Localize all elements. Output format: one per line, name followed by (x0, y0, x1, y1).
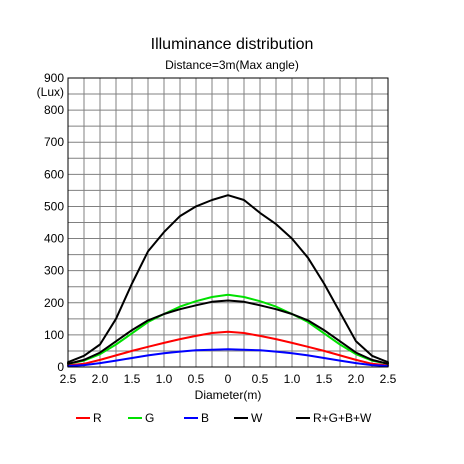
legend-swatch (296, 417, 310, 419)
x-tick-label: 1.0 (156, 372, 173, 386)
x-tick-label: 2.5 (60, 372, 77, 386)
x-tick-label: 1.5 (124, 372, 141, 386)
x-tick-label: 0.5 (252, 372, 269, 386)
legend-swatch (234, 417, 248, 419)
plot-frame (67, 77, 389, 368)
y-tick-labels: 0 100 200 300 400 500 600 700 800 900 (44, 71, 64, 374)
x-axis-label: Diameter(m) (195, 388, 262, 402)
series-group (67, 194, 389, 367)
grid (68, 78, 388, 367)
x-tick-label: 0 (225, 372, 232, 386)
y-tick-label: 900 (44, 71, 64, 85)
y-tick-label: 100 (44, 328, 64, 342)
legend-label: G (145, 411, 155, 425)
y-tick-label: 800 (44, 103, 64, 117)
x-tick-label: 2.0 (348, 372, 365, 386)
x-tick-label: 1.0 (284, 372, 301, 386)
legend-label: W (251, 411, 263, 425)
series-line-g (67, 293, 389, 365)
y-tick-label: 300 (44, 264, 64, 278)
legend-item: R+G+B+W (296, 408, 371, 428)
legend-item: R (76, 408, 102, 428)
y-tick-label: 700 (44, 135, 64, 149)
legend-swatch (76, 417, 90, 419)
legend-label: R (93, 411, 102, 425)
chart-subtitle: Distance=3m(Max angle) (165, 58, 299, 72)
legend-item: B (184, 408, 209, 428)
series-line-r (67, 330, 389, 367)
y-tick-label: 200 (44, 296, 64, 310)
legend-label: B (201, 411, 210, 425)
y-tick-label: 500 (44, 199, 64, 213)
x-tick-label: 2.0 (92, 372, 109, 386)
y-axis-label: (Lux) (37, 85, 64, 99)
y-tick-label: 0 (57, 360, 64, 374)
legend-swatch (184, 417, 198, 419)
x-tick-labels: 2.5 2.0 1.5 1.0 0.5 0 0.5 1.0 1.5 2.0 2.5 (60, 372, 397, 386)
y-tick-label: 400 (44, 232, 64, 246)
series-line-r-g-b-w (67, 194, 389, 364)
y-tick-label: 600 (44, 167, 64, 181)
x-tick-label: 0.5 (188, 372, 205, 386)
legend-label: R+G+B+W (313, 411, 372, 425)
chart-title: Illuminance distribution (150, 36, 314, 53)
x-tick-label: 2.5 (380, 372, 397, 386)
legend-item: W (234, 408, 262, 428)
series-line-w (67, 299, 389, 365)
legend: R G B W R+G+B+W (0, 408, 464, 428)
legend-swatch (128, 417, 142, 419)
x-tick-label: 1.5 (316, 372, 333, 386)
legend-item: G (128, 408, 154, 428)
series-line-b (67, 348, 389, 367)
